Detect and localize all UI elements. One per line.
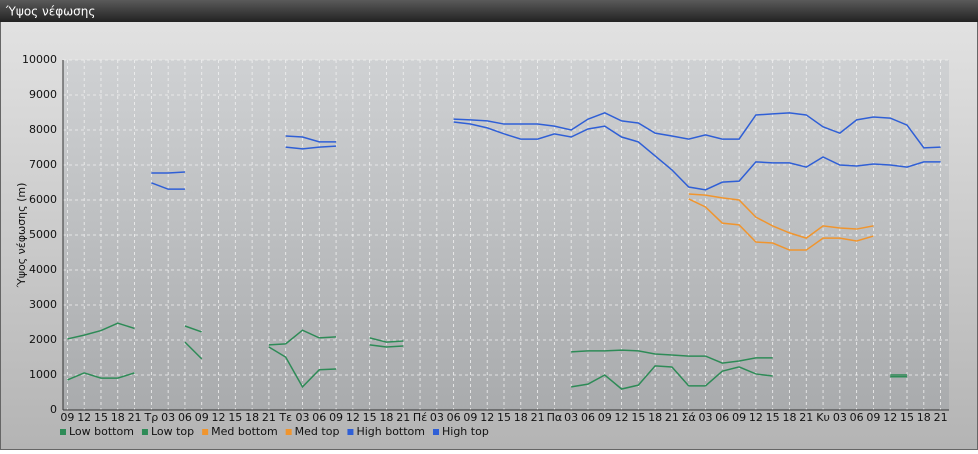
x-tick-label: 12 xyxy=(77,411,91,424)
legend-swatch xyxy=(202,429,209,435)
x-tick-label: 06 xyxy=(312,411,326,424)
title-bar xyxy=(0,0,978,22)
window-title: Ύψος νέφωσης xyxy=(5,5,95,19)
x-tick-label: 12 xyxy=(883,411,897,424)
x-tick-label: 21 xyxy=(262,411,276,424)
x-tick-label: 18 xyxy=(111,411,125,424)
x-tick-label: 09 xyxy=(598,411,612,424)
x-tick-label: 15 xyxy=(363,411,377,424)
x-tick-label: 21 xyxy=(396,411,410,424)
series-line xyxy=(151,121,941,191)
x-tick-label: 09 xyxy=(195,411,209,424)
y-tick-label: 3000 xyxy=(29,298,57,311)
x-tick-label: 09 xyxy=(463,411,477,424)
x-tick-label: 18 xyxy=(245,411,259,424)
y-tick-label: 1000 xyxy=(29,368,57,381)
x-tick-label: 21 xyxy=(128,411,142,424)
legend-label: Low top xyxy=(151,425,194,438)
x-tick-label: 18 xyxy=(514,411,528,424)
series-line xyxy=(151,112,941,174)
x-tick-label: 21 xyxy=(799,411,813,424)
x-tick-label: 12 xyxy=(615,411,629,424)
x-tick-label: 06 xyxy=(447,411,461,424)
x-tick-label: 06 xyxy=(581,411,595,424)
x-tick-label: 15 xyxy=(228,411,242,424)
x-tick-label: 15 xyxy=(497,411,511,424)
x-tick-label: 06 xyxy=(850,411,864,424)
x-tick-label: 21 xyxy=(665,411,679,424)
x-tick-label: 21 xyxy=(934,411,948,424)
x-tick-label: 03 xyxy=(295,411,309,424)
y-tick-label: 10000 xyxy=(22,53,57,66)
legend-swatch xyxy=(347,429,354,435)
series-line xyxy=(67,341,908,390)
x-tick-label: 09 xyxy=(732,411,746,424)
y-tick-label: 7000 xyxy=(29,158,57,171)
x-tick-label: 12 xyxy=(749,411,763,424)
x-tick-label: 09 xyxy=(866,411,880,424)
x-tick-label: 06 xyxy=(715,411,729,424)
legend-label: High bottom xyxy=(356,425,425,438)
x-tick-label: Σά xyxy=(682,411,696,424)
series-line xyxy=(67,322,908,376)
y-tick-label: 5000 xyxy=(29,228,57,241)
y-axis-label: Ύψος νέφωσης (m) xyxy=(15,183,28,289)
x-tick-label: 06 xyxy=(178,411,192,424)
legend-label: Low bottom xyxy=(69,425,134,438)
y-tick-label: 0 xyxy=(50,403,57,416)
x-tick-label: Πέ xyxy=(413,411,427,424)
y-tick-label: 2000 xyxy=(29,333,57,346)
x-tick-label: 18 xyxy=(379,411,393,424)
legend-label: Med bottom xyxy=(211,425,278,438)
legend-swatch xyxy=(285,429,292,435)
x-tick-label: 12 xyxy=(346,411,360,424)
x-tick-label: 21 xyxy=(531,411,545,424)
legend-label: High top xyxy=(442,425,489,438)
legend-swatch xyxy=(433,429,439,435)
x-tick-label: 18 xyxy=(782,411,796,424)
x-tick-label: 12 xyxy=(480,411,494,424)
x-tick-label: 03 xyxy=(564,411,578,424)
legend-label: Med top xyxy=(295,425,340,438)
y-tick-label: 4000 xyxy=(29,263,57,276)
x-tick-label: 15 xyxy=(631,411,645,424)
y-tick-label: 6000 xyxy=(29,193,57,206)
x-tick-label: 15 xyxy=(900,411,914,424)
legend-swatch xyxy=(60,429,66,435)
x-tick-label: 03 xyxy=(161,411,175,424)
x-tick-label: Τρ xyxy=(144,411,159,424)
x-tick-label: Κυ xyxy=(816,411,830,424)
x-tick-label: 03 xyxy=(699,411,713,424)
x-tick-label: 18 xyxy=(917,411,931,424)
x-tick-label: 03 xyxy=(833,411,847,424)
x-tick-label: Τε xyxy=(278,411,292,424)
x-tick-label: 15 xyxy=(766,411,780,424)
x-tick-label: 09 xyxy=(60,411,74,424)
x-tick-label: 15 xyxy=(94,411,108,424)
series-line xyxy=(688,198,874,251)
x-tick-label: 09 xyxy=(329,411,343,424)
x-tick-label: 03 xyxy=(430,411,444,424)
series-line xyxy=(688,193,874,239)
y-tick-label: 9000 xyxy=(29,88,57,101)
y-tick-label: 8000 xyxy=(29,123,57,136)
x-tick-label: Πα xyxy=(547,411,563,424)
x-tick-label: 18 xyxy=(648,411,662,424)
legend-swatch xyxy=(141,429,148,435)
x-tick-label: 12 xyxy=(212,411,226,424)
